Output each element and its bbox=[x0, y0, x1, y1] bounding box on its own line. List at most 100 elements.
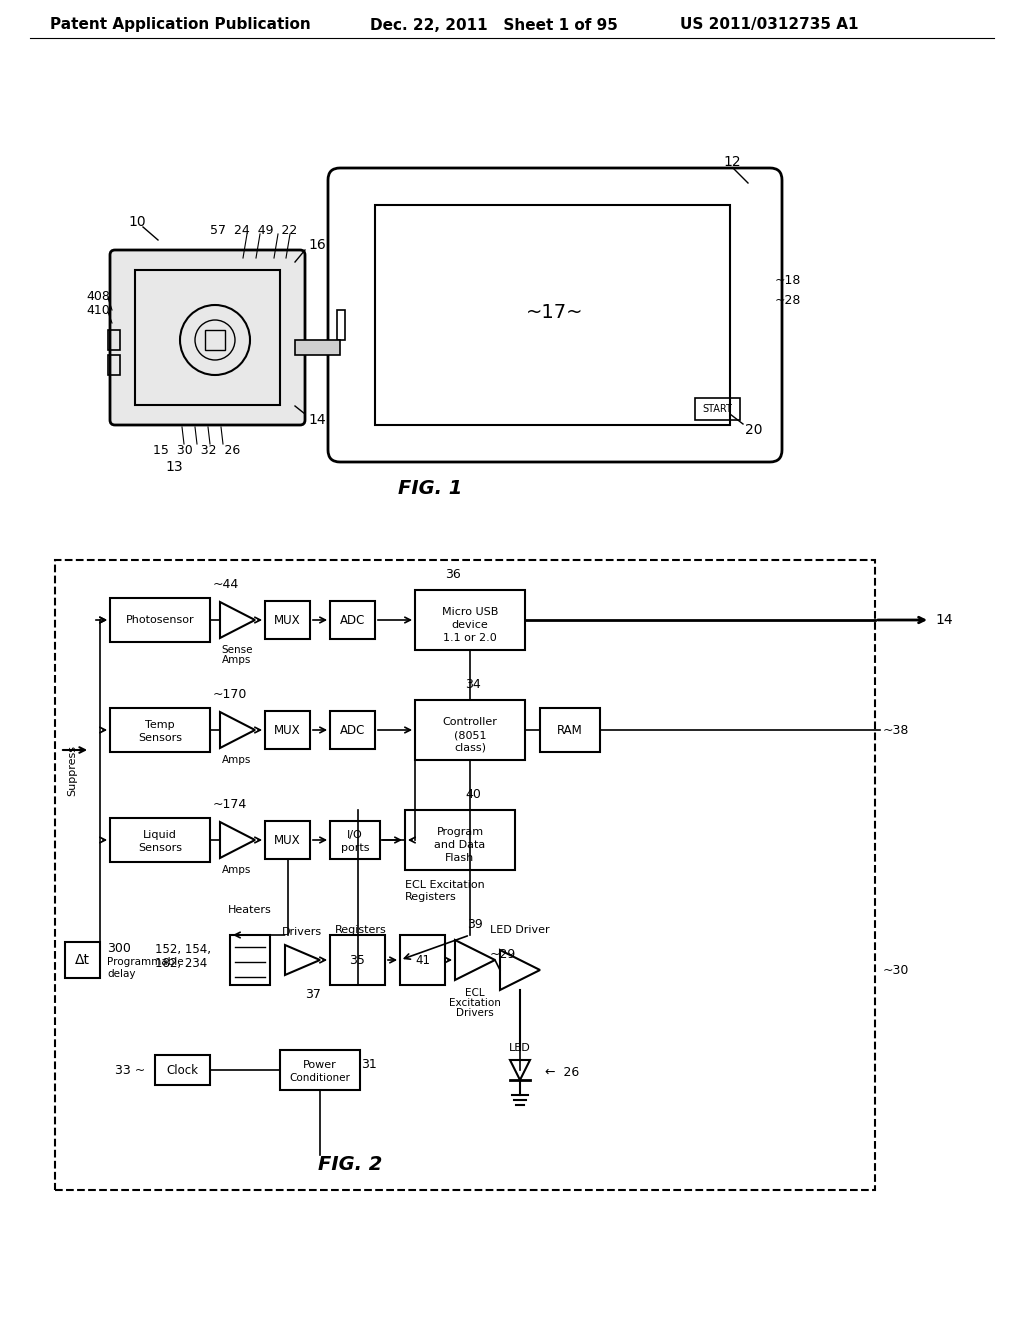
Bar bbox=[330, 711, 375, 748]
Bar bbox=[375, 205, 730, 425]
Text: 15  30  32  26: 15 30 32 26 bbox=[153, 444, 241, 457]
Text: ~174: ~174 bbox=[213, 799, 247, 812]
Text: I/O: I/O bbox=[347, 830, 362, 840]
Text: 14: 14 bbox=[935, 612, 952, 627]
Bar bbox=[55, 560, 874, 1191]
Bar bbox=[265, 821, 310, 859]
Text: 300: 300 bbox=[106, 941, 131, 954]
Text: Drivers: Drivers bbox=[282, 927, 323, 937]
Text: LED Driver: LED Driver bbox=[490, 925, 550, 935]
Text: LED: LED bbox=[509, 1043, 530, 1053]
Text: Flash: Flash bbox=[445, 853, 475, 863]
Text: Sense: Sense bbox=[221, 645, 253, 655]
Text: 14: 14 bbox=[308, 413, 326, 426]
Text: US 2011/0312735 A1: US 2011/0312735 A1 bbox=[680, 17, 858, 33]
Text: (8051: (8051 bbox=[454, 730, 486, 741]
Bar bbox=[110, 708, 210, 752]
Text: 34: 34 bbox=[465, 678, 480, 692]
Bar bbox=[295, 341, 340, 355]
Text: ~170: ~170 bbox=[213, 689, 248, 701]
Bar bbox=[110, 598, 210, 642]
Text: 1.1 or 2.0: 1.1 or 2.0 bbox=[443, 634, 497, 643]
Bar bbox=[415, 700, 525, 760]
Text: Drivers: Drivers bbox=[456, 1008, 494, 1018]
Text: device: device bbox=[452, 620, 488, 630]
Text: 408: 408 bbox=[86, 289, 110, 302]
Text: 20: 20 bbox=[745, 422, 763, 437]
Bar bbox=[330, 601, 375, 639]
Bar bbox=[280, 1049, 360, 1090]
Text: 36: 36 bbox=[445, 569, 461, 582]
Text: ADC: ADC bbox=[340, 723, 366, 737]
Text: 35: 35 bbox=[349, 953, 366, 966]
Text: 31: 31 bbox=[361, 1059, 377, 1072]
Bar bbox=[135, 271, 280, 405]
Text: Amps: Amps bbox=[222, 865, 252, 875]
Text: Clock: Clock bbox=[166, 1064, 198, 1077]
Text: Power: Power bbox=[303, 1060, 337, 1071]
Bar bbox=[265, 601, 310, 639]
Text: ECL Excitation: ECL Excitation bbox=[406, 880, 484, 890]
Text: Sensors: Sensors bbox=[138, 733, 182, 743]
Bar bbox=[330, 821, 380, 859]
Text: delay: delay bbox=[106, 969, 135, 979]
Bar bbox=[108, 330, 120, 350]
Bar bbox=[415, 590, 525, 649]
Text: Photosensor: Photosensor bbox=[126, 615, 195, 624]
Text: ADC: ADC bbox=[340, 614, 366, 627]
Text: 410: 410 bbox=[86, 304, 110, 317]
Text: Excitation: Excitation bbox=[450, 998, 501, 1008]
Text: START: START bbox=[702, 404, 732, 414]
Text: ~44: ~44 bbox=[213, 578, 240, 591]
Text: 10: 10 bbox=[128, 215, 145, 228]
Text: Sensors: Sensors bbox=[138, 843, 182, 853]
Bar bbox=[337, 310, 345, 341]
Bar bbox=[110, 818, 210, 862]
FancyBboxPatch shape bbox=[328, 168, 782, 462]
Text: 41: 41 bbox=[415, 953, 430, 966]
Text: MUX: MUX bbox=[274, 614, 301, 627]
Bar bbox=[108, 355, 120, 375]
FancyBboxPatch shape bbox=[110, 249, 305, 425]
Text: 39: 39 bbox=[467, 919, 483, 932]
Text: ~18: ~18 bbox=[775, 273, 802, 286]
Text: 40: 40 bbox=[465, 788, 481, 801]
Bar bbox=[265, 711, 310, 748]
Text: 13: 13 bbox=[165, 459, 182, 474]
Text: 12: 12 bbox=[723, 154, 740, 169]
Text: FIG. 1: FIG. 1 bbox=[397, 479, 462, 498]
Text: Amps: Amps bbox=[222, 755, 252, 766]
Text: MUX: MUX bbox=[274, 723, 301, 737]
Bar bbox=[400, 935, 445, 985]
Bar bbox=[330, 935, 385, 985]
Text: MUX: MUX bbox=[274, 833, 301, 846]
Text: 33 ~: 33 ~ bbox=[115, 1064, 145, 1077]
Bar bbox=[205, 330, 225, 350]
Text: RAM: RAM bbox=[557, 723, 583, 737]
Text: ECL: ECL bbox=[465, 987, 484, 998]
Text: class): class) bbox=[454, 743, 486, 752]
Bar bbox=[540, 708, 600, 752]
Text: Amps: Amps bbox=[222, 655, 252, 665]
Text: ~30: ~30 bbox=[883, 964, 909, 977]
Bar bbox=[695, 399, 740, 420]
Text: ~28: ~28 bbox=[775, 293, 802, 306]
Text: 182, 234: 182, 234 bbox=[155, 957, 207, 970]
Text: 16: 16 bbox=[308, 238, 326, 252]
Text: Temp: Temp bbox=[145, 719, 175, 730]
Text: 152, 154,: 152, 154, bbox=[155, 944, 211, 957]
Text: Micro USB: Micro USB bbox=[441, 607, 499, 616]
Bar bbox=[406, 810, 515, 870]
Bar bbox=[230, 935, 270, 985]
Text: Heaters: Heaters bbox=[228, 906, 272, 915]
Text: 37: 37 bbox=[305, 989, 321, 1002]
Text: Δt: Δt bbox=[75, 953, 89, 968]
Text: Patent Application Publication: Patent Application Publication bbox=[50, 17, 310, 33]
Text: Dec. 22, 2011   Sheet 1 of 95: Dec. 22, 2011 Sheet 1 of 95 bbox=[370, 17, 617, 33]
Text: Conditioner: Conditioner bbox=[290, 1073, 350, 1082]
Text: Controller: Controller bbox=[442, 717, 498, 727]
Text: ←  26: ← 26 bbox=[545, 1065, 580, 1078]
Text: ~17~: ~17~ bbox=[526, 304, 584, 322]
Text: Liquid: Liquid bbox=[143, 830, 177, 840]
Text: ~38: ~38 bbox=[883, 723, 909, 737]
